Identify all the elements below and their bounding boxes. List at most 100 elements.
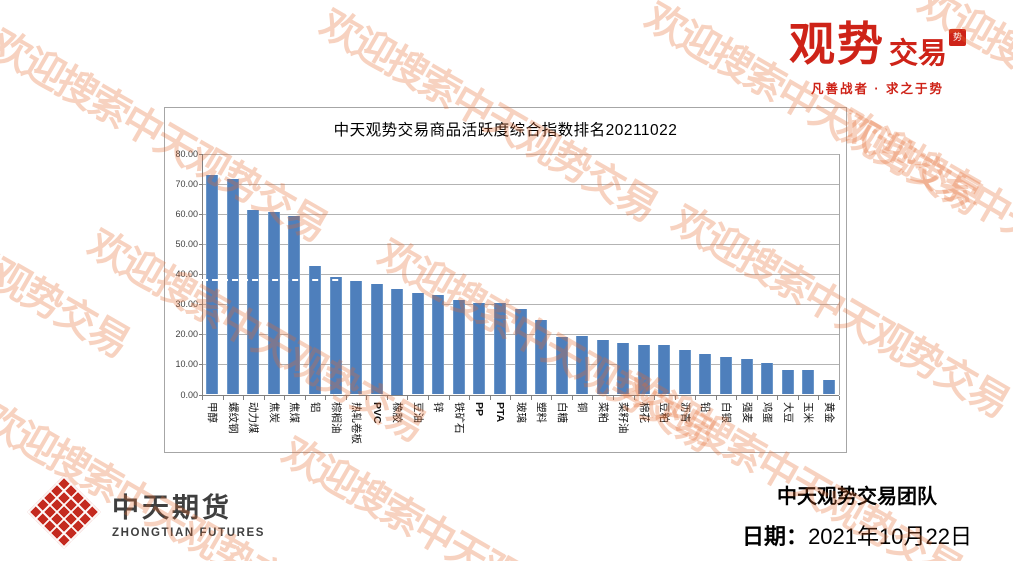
x-axis-label-热轧卷板: 热轧卷板 bbox=[350, 401, 363, 444]
y-axis-label: 0.00 bbox=[180, 389, 198, 400]
bar-玉米 bbox=[802, 370, 815, 395]
watermark-text: 欢迎搜索中天观势交易 bbox=[0, 137, 136, 366]
bar-热轧卷板 bbox=[350, 280, 363, 395]
x-axis-label-大豆: 大豆 bbox=[781, 401, 794, 423]
x-axis-label-铅: 铅 bbox=[699, 401, 712, 413]
x-axis-label-棉花: 棉花 bbox=[637, 401, 650, 423]
y-axis-tick bbox=[199, 154, 202, 155]
bar-塑料 bbox=[535, 319, 548, 395]
gridline bbox=[202, 154, 839, 155]
x-axis-tick bbox=[202, 395, 203, 400]
x-axis-tick bbox=[386, 395, 388, 400]
bar-焦炭 bbox=[267, 212, 280, 395]
x-axis-tick bbox=[654, 395, 656, 400]
guanshi-trading-logo: 观势 交易 势 凡善战者 · 求之于势 bbox=[770, 8, 985, 97]
x-axis-label-橡胶: 橡胶 bbox=[391, 401, 404, 423]
x-axis-tick bbox=[715, 395, 717, 400]
bar-大豆 bbox=[781, 370, 794, 395]
x-axis-label-铝: 铝 bbox=[309, 401, 322, 413]
x-axis-label-棕榈油: 棕榈油 bbox=[329, 401, 342, 434]
x-axis-label-铁矿石: 铁矿石 bbox=[452, 401, 465, 434]
bar-PTA bbox=[493, 303, 506, 395]
bar-橡胶 bbox=[391, 289, 404, 395]
gridline bbox=[202, 214, 839, 216]
bar-PVC bbox=[370, 284, 383, 395]
bar-强麦 bbox=[740, 359, 753, 395]
x-axis-label-豆粕: 豆粕 bbox=[658, 401, 671, 423]
x-axis-label-焦煤: 焦煤 bbox=[288, 401, 301, 423]
gridline bbox=[202, 304, 839, 306]
bar-甲醇 bbox=[206, 175, 219, 395]
bar-铁矿石 bbox=[452, 299, 465, 395]
x-axis-label-甲醇: 甲醇 bbox=[206, 401, 219, 423]
y-axis-label: 80.00 bbox=[175, 149, 198, 159]
bar-玻璃 bbox=[514, 309, 527, 395]
date-label: 日期： bbox=[742, 524, 809, 549]
gridline bbox=[202, 244, 839, 246]
bar-螺纹钢 bbox=[226, 178, 239, 395]
x-axis-tick bbox=[263, 395, 265, 400]
x-axis-tick bbox=[695, 395, 697, 400]
date-value: 2021年10月22日 bbox=[808, 524, 972, 549]
bar-菜粕 bbox=[596, 340, 609, 395]
gridline bbox=[202, 184, 839, 186]
x-axis-tick bbox=[469, 395, 471, 400]
x-axis-tick bbox=[407, 395, 409, 400]
diamond-logo-icon bbox=[24, 474, 104, 550]
x-axis-tick bbox=[448, 395, 450, 400]
y-axis-label: 20.00 bbox=[175, 329, 198, 340]
report-date: 日期：2021年10月22日 bbox=[727, 519, 987, 551]
bar-棉花 bbox=[637, 345, 650, 395]
x-axis-tick bbox=[736, 395, 738, 400]
bar-鸡蛋 bbox=[761, 363, 774, 395]
y-axis-label: 60.00 bbox=[175, 209, 198, 220]
x-axis-tick bbox=[797, 395, 799, 400]
logo-tagline: 凡善战者 · 求之于势 bbox=[810, 82, 945, 96]
bar-chart-plot-area: 80.00 70.00 60.00 50.00 40.00 30.00 20.00 10.00… bbox=[165, 108, 846, 452]
x-axis-tick bbox=[489, 395, 491, 400]
y-axis-tick bbox=[199, 274, 202, 276]
x-axis-label-玻璃: 玻璃 bbox=[514, 401, 527, 423]
x-axis-label-沥青: 沥青 bbox=[678, 401, 691, 423]
x-axis-tick bbox=[839, 395, 840, 400]
bar-铝 bbox=[309, 265, 322, 395]
gridline bbox=[202, 274, 839, 276]
x-axis bbox=[202, 394, 839, 396]
y-axis-label: 10.00 bbox=[175, 359, 198, 370]
chart-title: 中天观势交易商品活跃度综合指数排名20211022 bbox=[333, 122, 678, 139]
x-axis-tick bbox=[366, 395, 368, 400]
bar-PP bbox=[473, 302, 486, 395]
x-axis-tick bbox=[428, 395, 430, 400]
x-axis-tick bbox=[551, 395, 553, 400]
watermark-text: 欢迎搜索中天观势交易 bbox=[830, 101, 1013, 330]
x-axis-label-豆油: 豆油 bbox=[411, 401, 424, 423]
x-axis-tick bbox=[243, 395, 245, 400]
x-axis-tick bbox=[304, 395, 306, 400]
x-axis-label-焦炭: 焦炭 bbox=[267, 401, 280, 423]
x-axis-tick bbox=[510, 395, 512, 400]
bar-黄金 bbox=[822, 380, 835, 395]
bar-铜 bbox=[576, 336, 589, 395]
x-axis-tick bbox=[777, 395, 779, 400]
x-axis-tick bbox=[222, 395, 224, 400]
x-axis-tick bbox=[530, 395, 532, 400]
x-axis-label-PP: PP bbox=[473, 401, 486, 416]
y-axis-tick bbox=[199, 394, 202, 396]
x-axis-tick bbox=[345, 395, 347, 400]
x-axis-tick bbox=[325, 395, 327, 400]
y-axis-tick bbox=[199, 334, 202, 336]
x-axis-tick bbox=[612, 395, 614, 400]
y-axis-label: 30.00 bbox=[175, 299, 198, 310]
bar-白银 bbox=[719, 357, 732, 395]
y-axis-tick bbox=[199, 214, 202, 216]
y-axis-label: 50.00 bbox=[175, 239, 198, 250]
x-axis-label-鸡蛋: 鸡蛋 bbox=[761, 401, 774, 423]
seal-stamp-icon: 势 bbox=[949, 29, 966, 46]
bar-沥青 bbox=[678, 350, 691, 395]
y-axis-tick bbox=[199, 244, 202, 246]
x-axis-label-菜籽油: 菜籽油 bbox=[617, 401, 630, 434]
x-axis-label-菜粕: 菜粕 bbox=[596, 401, 609, 423]
y-axis-label: 40.00 bbox=[175, 269, 198, 280]
bar-动力煤 bbox=[247, 209, 260, 395]
